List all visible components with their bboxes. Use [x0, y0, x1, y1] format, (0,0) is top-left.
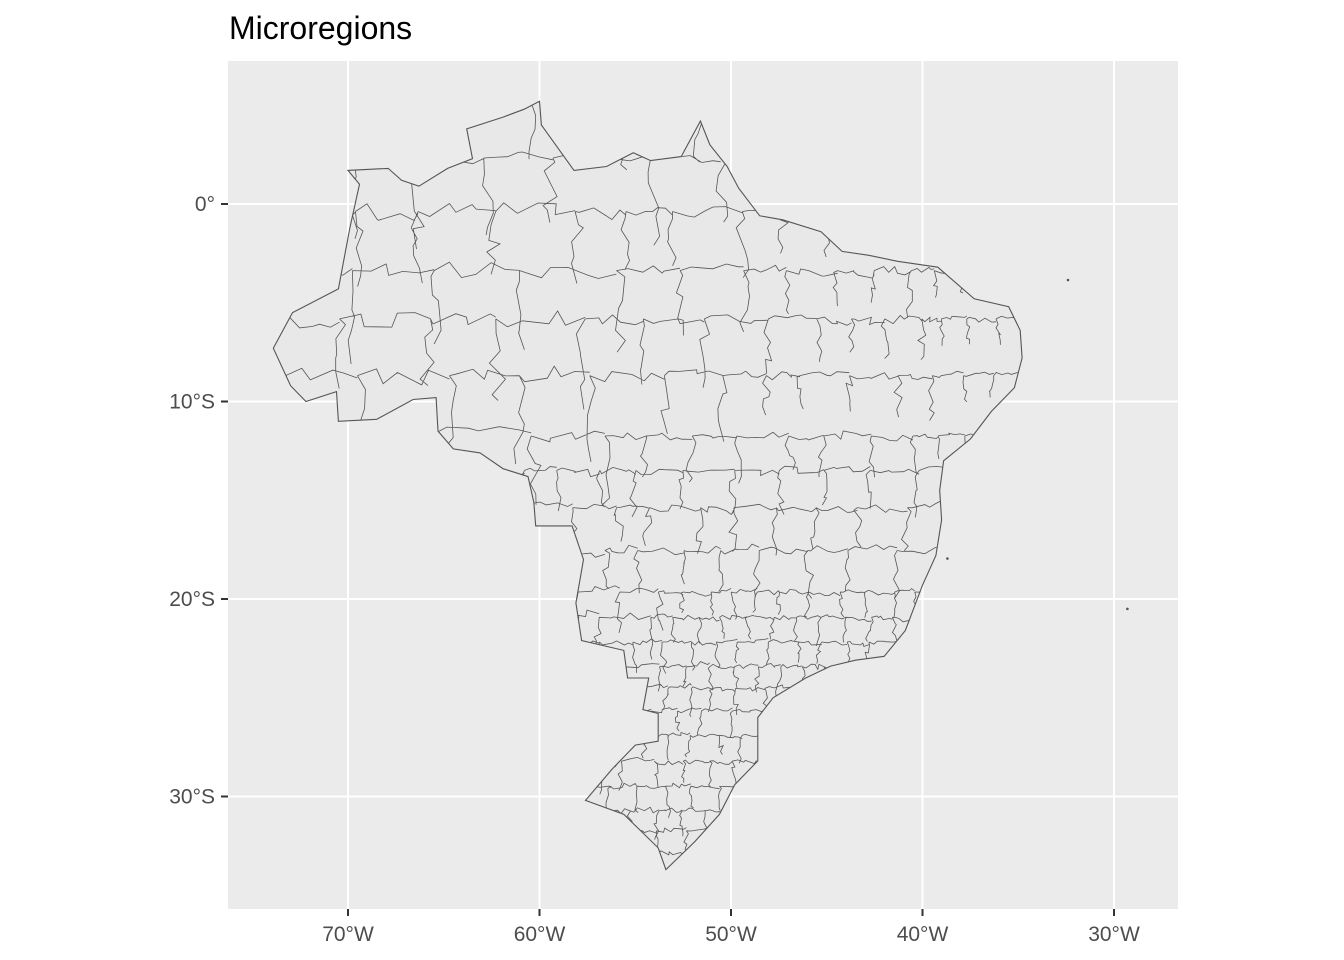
y-tick-label: 20°S: [169, 588, 215, 611]
x-tick-label: 60°W: [514, 923, 566, 946]
x-tick-label: 50°W: [705, 923, 757, 946]
x-tick-label: 40°W: [897, 923, 949, 946]
axes: 70°W 60°W 50°W 40°W 30°W 0° 10°S 20°S 30°S: [169, 193, 1140, 946]
island-marker: [1066, 278, 1070, 282]
country-outline: [272, 100, 1023, 871]
island-marker: [1126, 607, 1129, 611]
y-tick-label: 30°S: [169, 786, 215, 809]
x-tick-label: 70°W: [322, 923, 374, 946]
island-marker: [946, 557, 949, 560]
plot-title: Microregions: [229, 10, 413, 46]
y-tick-label: 0°: [195, 193, 215, 216]
x-tick-label: 30°W: [1088, 923, 1140, 946]
country-fill: [273, 101, 1023, 870]
y-tick-label: 10°S: [169, 391, 215, 414]
